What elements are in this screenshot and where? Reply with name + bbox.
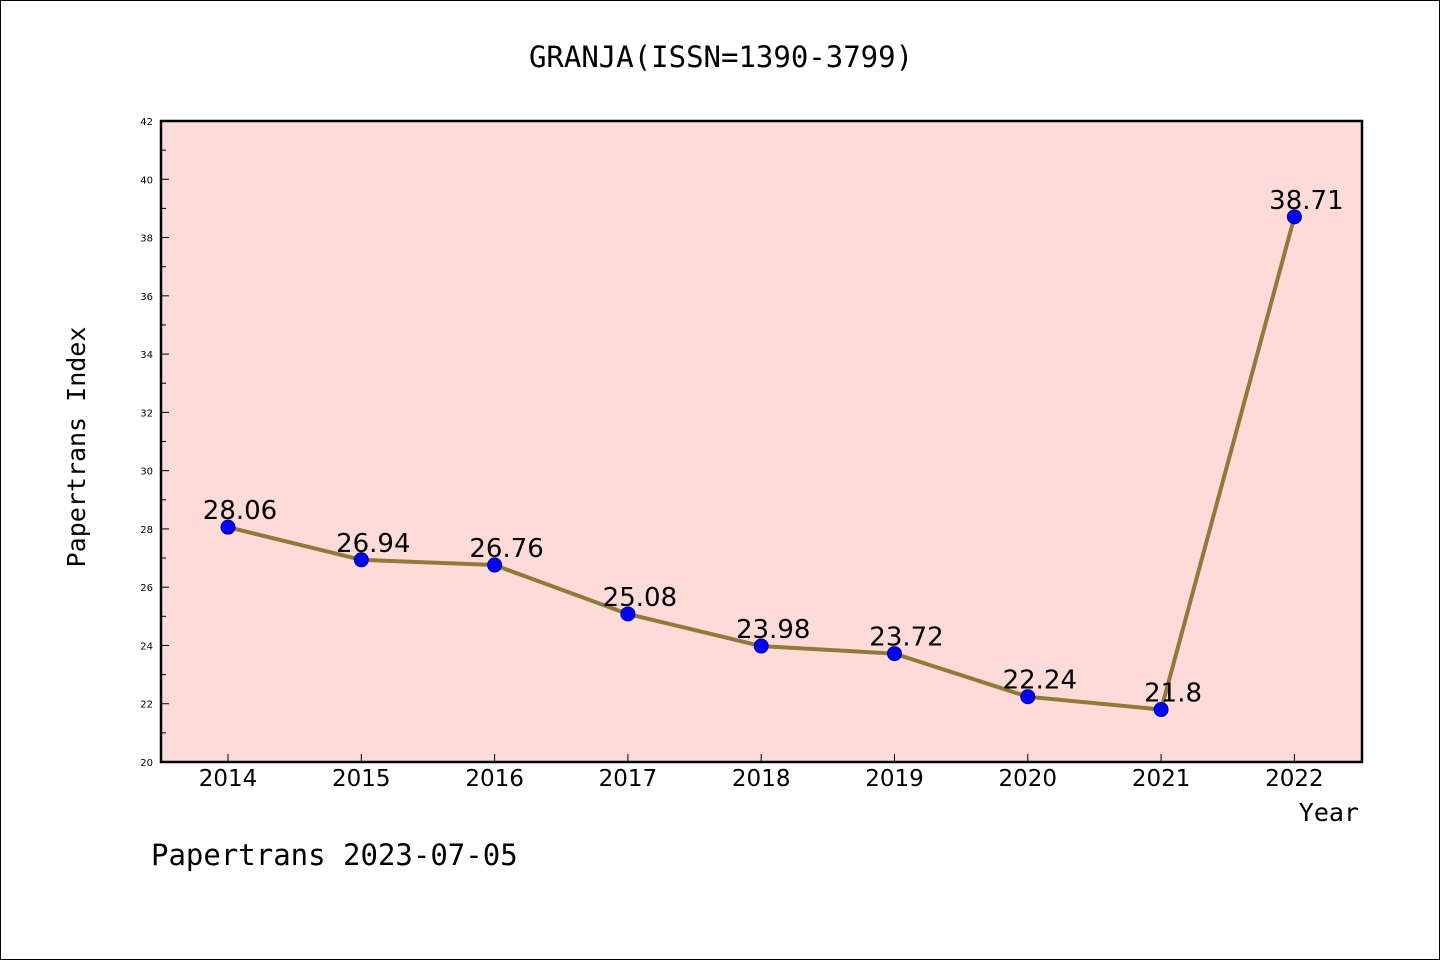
data-label: 38.71: [1269, 186, 1343, 216]
y-tick-label: 32: [140, 408, 153, 419]
x-tick-label: 2014: [199, 766, 258, 792]
y-tick-label: 38: [140, 234, 153, 245]
data-label: 23.98: [736, 615, 810, 645]
x-tick-label: 2017: [599, 766, 658, 792]
y-tick-label: 30: [140, 467, 153, 478]
data-labels: 28.06 26.94 26.76 25.08 23.98 23.72 22.24 21.8 3…: [203, 186, 1344, 709]
data-label: 26.94: [336, 529, 410, 559]
data-point: [1153, 702, 1169, 718]
data-label: 22.24: [1003, 666, 1077, 696]
y-tick-label: 24: [140, 641, 153, 652]
x-axis: 2014 2015 2016 2017 2018 2019 2020 2021 2022: [199, 754, 1324, 792]
y-axis: 20 22 24 26 28 30 32 34 36 38 40 42: [140, 117, 169, 769]
series-layer: [220, 209, 1302, 718]
data-label: 23.72: [869, 623, 943, 653]
y-tick-label: 22: [140, 700, 153, 711]
data-point: [353, 552, 369, 568]
data-point: [887, 646, 902, 662]
y-tick-label: 20: [140, 758, 153, 769]
y-tick-label: 26: [140, 583, 153, 594]
y-tick-label: 42: [140, 117, 153, 128]
x-tick-label: 2021: [1132, 766, 1191, 792]
x-tick-label: 2016: [465, 766, 524, 792]
data-point: [620, 606, 636, 622]
y-axis-title: Papertrans Index: [62, 327, 91, 568]
y-tick-label: 40: [140, 175, 153, 186]
y-tick-label: 28: [140, 525, 153, 536]
x-tick-label: 2022: [1265, 766, 1324, 792]
data-point: [220, 519, 236, 535]
x-tick-label: 2020: [999, 766, 1058, 792]
plot-border: [159, 119, 1364, 764]
x-tick-label: 2015: [332, 766, 391, 792]
data-label: 26.76: [469, 534, 543, 564]
x-tick-label: 2018: [732, 766, 791, 792]
data-point: [487, 557, 503, 573]
data-point: [1020, 689, 1036, 705]
x-tick-label: 2019: [865, 766, 924, 792]
footer-credit: Papertrans 2023-07-05: [151, 838, 518, 872]
data-label: 28.06: [203, 496, 277, 526]
x-axis-title: Year: [1299, 798, 1359, 827]
data-point: [1286, 209, 1302, 225]
plot-area: [161, 121, 1362, 762]
y-tick-label: 36: [140, 292, 153, 303]
chart-title: GRANJA(ISSN=1390-3799): [529, 40, 913, 74]
data-point: [753, 638, 769, 654]
y-tick-label: 34: [140, 350, 153, 361]
data-label: 25.08: [603, 583, 677, 613]
data-label: 21.8: [1144, 679, 1202, 709]
